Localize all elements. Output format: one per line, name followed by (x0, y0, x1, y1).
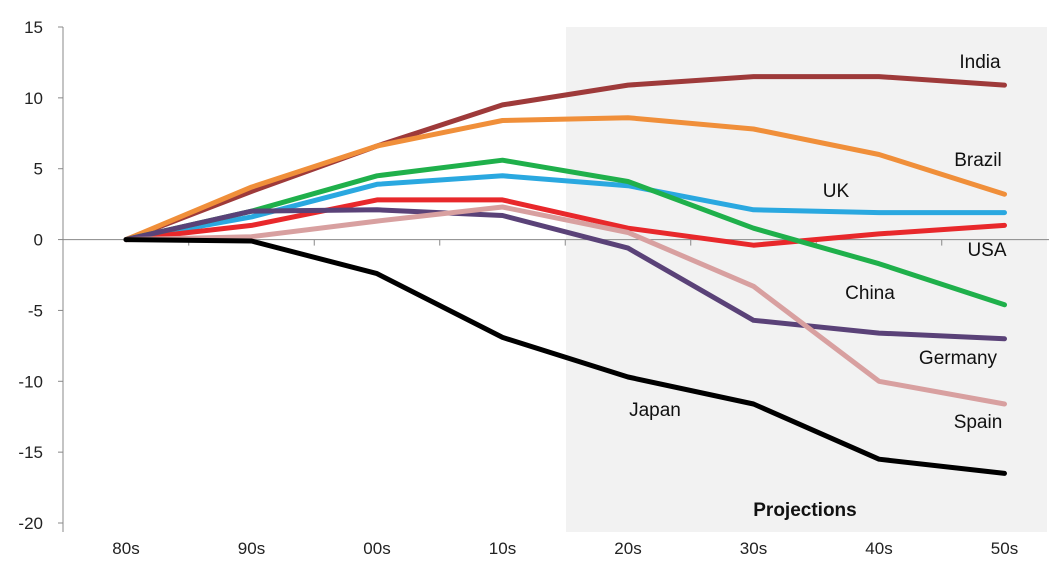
y-tick-label: -5 (28, 301, 43, 320)
projections-shade (566, 27, 1047, 532)
y-tick-label: 5 (34, 160, 43, 179)
x-tick-label: 30s (740, 539, 767, 558)
series-label-usa: USA (967, 240, 1006, 261)
series-label-china: China (845, 283, 895, 304)
series-line-japan (123, 237, 1007, 476)
series-line-india (123, 74, 1007, 243)
series-line-brazil (123, 115, 1007, 243)
series-label-india: India (959, 52, 1001, 73)
x-tick-label: 20s (614, 539, 641, 558)
x-tick-label: 10s (489, 539, 516, 558)
x-tick-label: 50s (991, 539, 1018, 558)
x-tick-label: 40s (865, 539, 892, 558)
series-line-spain (123, 204, 1007, 407)
series-labels: India Brazil UK USA China Germany Spain Japan (629, 52, 1007, 433)
y-tick-label: -10 (18, 372, 43, 391)
projections-region: Projections (566, 27, 1047, 532)
series-label-brazil: Brazil (954, 150, 1002, 171)
series-line-usa (123, 197, 1007, 248)
axes: 15 10 5 0 -5 -10 -15 -20 80s 90s 00s 10s 20s 30s 40s 50… (18, 18, 1049, 558)
y-tick-label: -20 (18, 514, 43, 533)
y-tick-label: 15 (24, 18, 43, 37)
series-label-germany: Germany (919, 348, 998, 369)
series-line-germany (123, 207, 1007, 342)
x-tick-label: 80s (112, 539, 139, 558)
y-tick-label: 10 (24, 89, 43, 108)
series-lines (123, 74, 1007, 476)
x-tick-label: 00s (363, 539, 390, 558)
x-tick-label: 90s (238, 539, 265, 558)
series-line-china (123, 157, 1007, 308)
series-label-uk: UK (823, 181, 850, 202)
series-label-japan: Japan (629, 400, 681, 421)
projections-label: Projections (753, 500, 856, 521)
series-label-spain: Spain (954, 412, 1003, 433)
y-tick-label: 0 (34, 231, 43, 250)
y-tick-label: -15 (18, 443, 43, 462)
